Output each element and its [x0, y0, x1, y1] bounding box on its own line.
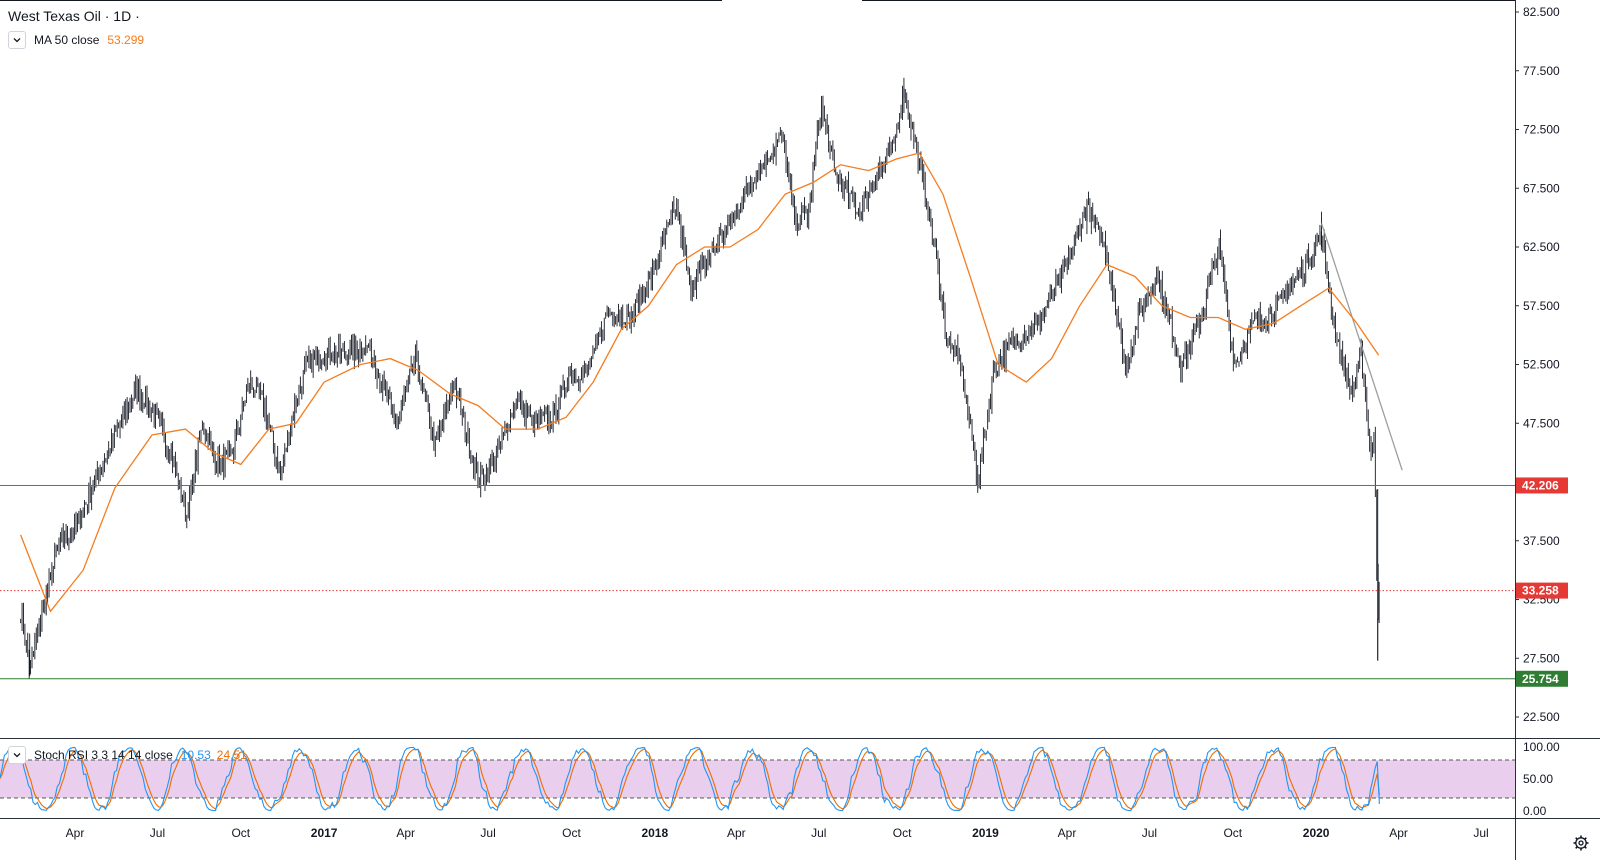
- x-tick-label: Apr: [1058, 826, 1077, 840]
- gear-icon[interactable]: [1572, 834, 1590, 852]
- x-tick-label: Jul: [1142, 826, 1157, 840]
- oscillator-pane[interactable]: [0, 746, 1515, 812]
- level-price-label: 33.258: [1522, 584, 1559, 598]
- y-tick-label: 47.500: [1523, 416, 1560, 430]
- x-tick-label: 2017: [311, 826, 338, 840]
- level-price-label-bg: [1516, 477, 1568, 494]
- y-tick-label: 72.500: [1523, 123, 1560, 137]
- y-tick-label: 37.500: [1523, 534, 1560, 548]
- y-tick-label: 77.500: [1523, 64, 1560, 78]
- x-tick-label: Oct: [231, 826, 250, 840]
- main-price-pane[interactable]: [0, 77, 1515, 680]
- y-tick-label: 82.500: [1523, 5, 1560, 19]
- stoch-k-line: [0, 746, 1380, 812]
- stoch-legend-label: Stoch RSI 3 3 14 14 close: [34, 748, 173, 762]
- x-tick-label: Apr: [396, 826, 415, 840]
- stoch-legend-toggle-button[interactable]: [8, 746, 26, 764]
- x-tick-label: Oct: [1223, 826, 1242, 840]
- level-price-label: 42.206: [1522, 478, 1559, 492]
- osc-y-tick-label: 0.00: [1523, 804, 1547, 818]
- osc-y-tick-label: 50.00: [1523, 772, 1553, 786]
- trendline[interactable]: [1320, 223, 1403, 471]
- ma-legend-value: 53.299: [107, 33, 145, 47]
- x-tick-label: Apr: [1389, 826, 1408, 840]
- x-tick-label: Jul: [480, 826, 495, 840]
- ma-50-line: [19, 152, 1380, 613]
- ma-legend-label: MA 50 close: [34, 33, 100, 47]
- x-tick-label: Jul: [150, 826, 165, 840]
- x-tick-label: Jul: [811, 826, 826, 840]
- stoch-d-line: [0, 748, 1380, 810]
- x-tick-label: Jul: [1473, 826, 1488, 840]
- x-tick-label: 2018: [641, 826, 668, 840]
- ma-legend-row[interactable]: MA 50 close 53.299: [8, 31, 150, 49]
- stoch-d-value: 24.51: [216, 748, 247, 762]
- chevron-down-icon: [12, 750, 22, 760]
- level-price-label-bg: [1516, 582, 1568, 599]
- x-tick-label: 2019: [972, 826, 999, 840]
- x-tick-label: Oct: [893, 826, 912, 840]
- stoch-k-value: 10.53: [180, 748, 211, 762]
- y-tick-label: 67.500: [1523, 181, 1560, 195]
- y-tick-label: 62.500: [1523, 240, 1560, 254]
- ma-legend-toggle-button[interactable]: [8, 31, 26, 49]
- osc-y-tick-label: 100.00: [1523, 740, 1560, 754]
- y-tick-label: 27.500: [1523, 651, 1560, 665]
- x-tick-label: Oct: [562, 826, 581, 840]
- y-tick-label: 22.500: [1523, 710, 1560, 724]
- x-tick-label: Apr: [66, 826, 85, 840]
- level-price-label: 25.754: [1522, 672, 1559, 686]
- y-tick-label: 52.500: [1523, 358, 1560, 372]
- stoch-band: [0, 760, 1515, 798]
- x-tick-label: 2020: [1303, 826, 1330, 840]
- x-tick-label: Apr: [727, 826, 746, 840]
- symbol-title: West Texas Oil · 1D ·: [8, 8, 140, 24]
- level-price-label-bg: [1516, 670, 1568, 687]
- y-tick-label: 57.500: [1523, 299, 1560, 313]
- chevron-down-icon: [12, 35, 22, 45]
- stoch-legend-row[interactable]: Stoch RSI 3 3 14 14 close 10.53 24.51: [8, 746, 253, 764]
